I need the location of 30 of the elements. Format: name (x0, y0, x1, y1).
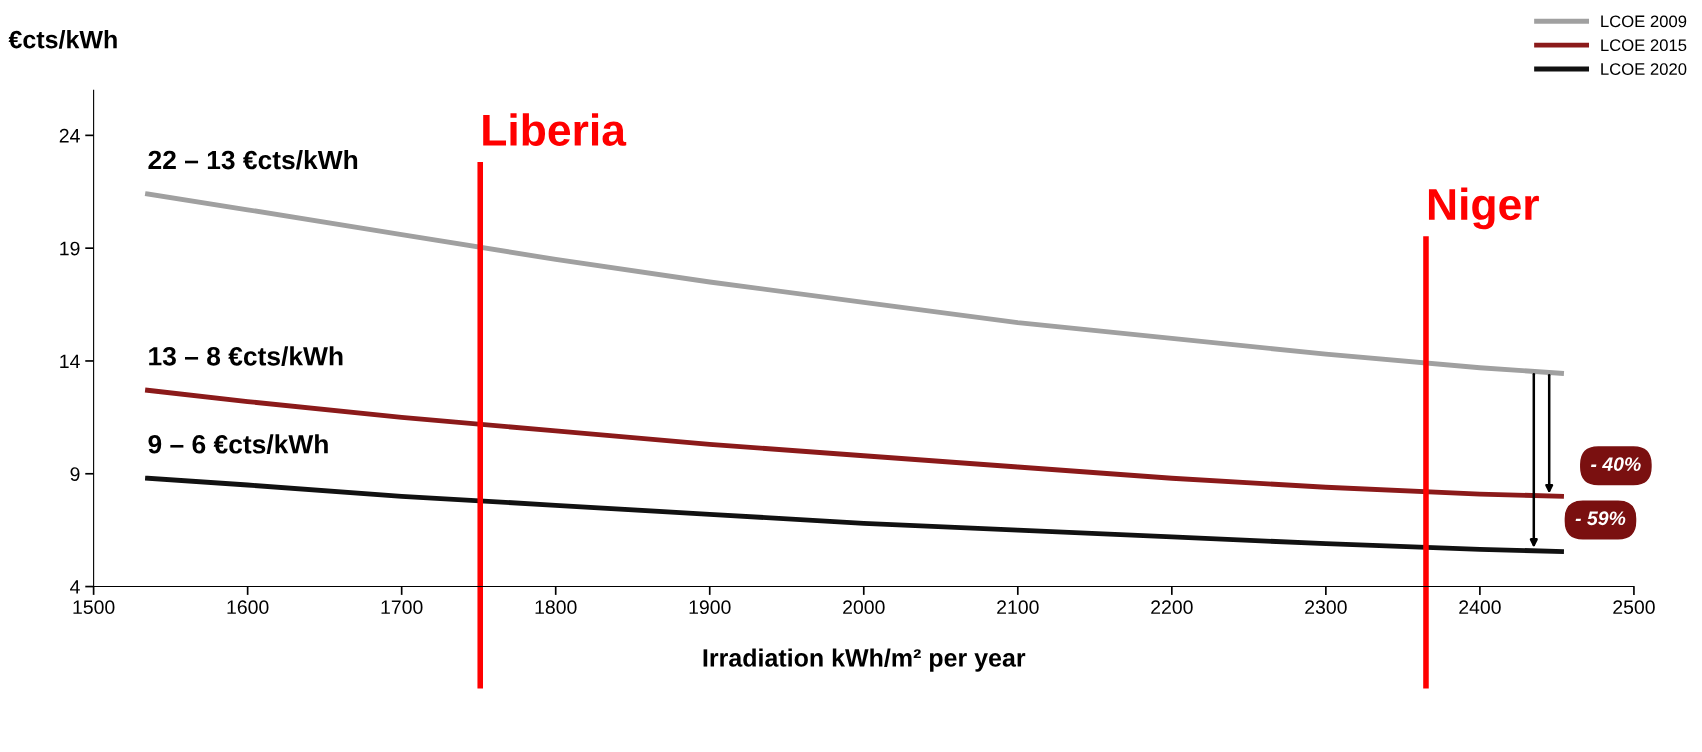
x-tick-label: 2100 (997, 600, 1039, 615)
x-axis-title: Irradiation kWh/m² per year (703, 648, 1026, 672)
line-series (145, 475, 1564, 555)
y-tick-label: 24 (59, 128, 80, 143)
legend-label: LCOE 2020 (1601, 63, 1687, 75)
y-axis-title: €cts/kWh (8, 30, 117, 49)
x-tick-label: 1900 (689, 600, 731, 615)
x-tick-label: 1800 (535, 600, 577, 615)
x-tick-label: 2500 (1613, 600, 1655, 615)
y-tick-label: 9 (70, 467, 80, 481)
x-tick-label: 1700 (381, 600, 423, 615)
annotation: 9 – 6 €cts/kWh (148, 434, 328, 454)
ref-line-label: Liberia (483, 113, 627, 146)
legend-label: LCOE 2009 (1601, 15, 1687, 28)
x-tick-label: 2200 (1151, 600, 1193, 615)
y-tick-label: 19 (60, 241, 80, 256)
annotation: 22 – 13 €cts/kWh (148, 149, 358, 170)
ref-line-label: Niger (1428, 187, 1539, 230)
annotation: - 59% (1575, 511, 1626, 526)
x-tick-label: 1600 (227, 600, 269, 615)
x-tick-label: 2400 (1459, 600, 1501, 615)
y-tick-label: 14 (60, 354, 80, 369)
x-tick-label: 2300 (1305, 600, 1347, 615)
line-series (145, 387, 1564, 499)
annotation: 13 – 8 €cts/kWh (149, 346, 343, 366)
x-tick-label: 2000 (843, 600, 885, 615)
legend-label: LCOE 2015 (1601, 39, 1687, 52)
x-tick-label: 1500 (73, 600, 115, 615)
annotation: - 40% (1591, 457, 1641, 471)
y-tick-label: 4 (70, 580, 80, 594)
